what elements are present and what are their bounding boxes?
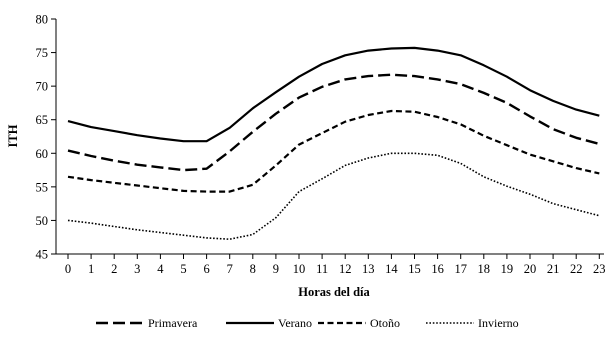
y-tick-label: 50 (36, 214, 49, 228)
y-tick-label: 60 (36, 147, 49, 161)
x-tick-label: 10 (293, 262, 306, 276)
x-tick-label: 15 (408, 262, 421, 276)
y-tick-label: 80 (36, 13, 49, 27)
x-tick-label: 3 (134, 262, 140, 276)
x-axis-title: Horas del día (298, 285, 370, 299)
series-line-invierno (67, 152, 600, 240)
y-tick-label: 70 (36, 80, 49, 94)
legend-label: Primavera (148, 316, 198, 330)
x-tick-label: 13 (362, 262, 375, 276)
x-tick-label: 14 (385, 262, 398, 276)
x-tick-label: 17 (454, 262, 467, 276)
x-tick-label: 20 (524, 262, 537, 276)
x-tick-label: 8 (250, 262, 256, 276)
x-tick-label: 18 (478, 262, 491, 276)
legend-label: Invierno (478, 316, 519, 330)
series-lines (67, 46, 600, 240)
series-line-otoño (67, 109, 600, 193)
x-tick-label: 2 (111, 262, 117, 276)
y-tick-label: 65 (36, 113, 49, 127)
x-tick-label: 21 (547, 262, 560, 276)
x-tick-label: 22 (570, 262, 583, 276)
x-tick-label: 16 (431, 262, 444, 276)
x-tick-label: 19 (501, 262, 514, 276)
x-tick-label: 0 (65, 262, 71, 276)
y-tick-label: 75 (36, 46, 49, 60)
x-tick-label: 12 (339, 262, 352, 276)
y-tick-label: 45 (36, 248, 49, 262)
legend-label: Verano (278, 316, 312, 330)
x-tick-label: 1 (88, 262, 94, 276)
y-axis-title: ITH (6, 124, 20, 147)
series-line-primavera (67, 73, 600, 172)
x-tick-label: 7 (227, 262, 233, 276)
legend-label: Otoño (370, 316, 400, 330)
x-tick-label: 23 (593, 262, 606, 276)
x-tick-label: 11 (316, 262, 328, 276)
legend: Primavera Verano Otoño Invierno (96, 316, 519, 330)
series-line-verano (67, 46, 600, 143)
x-tick-label: 5 (180, 262, 186, 276)
x-tick-label: 4 (157, 262, 164, 276)
x-tick-label: 9 (273, 262, 279, 276)
y-tick-label: 55 (36, 180, 49, 194)
x-tick-label: 6 (203, 262, 209, 276)
